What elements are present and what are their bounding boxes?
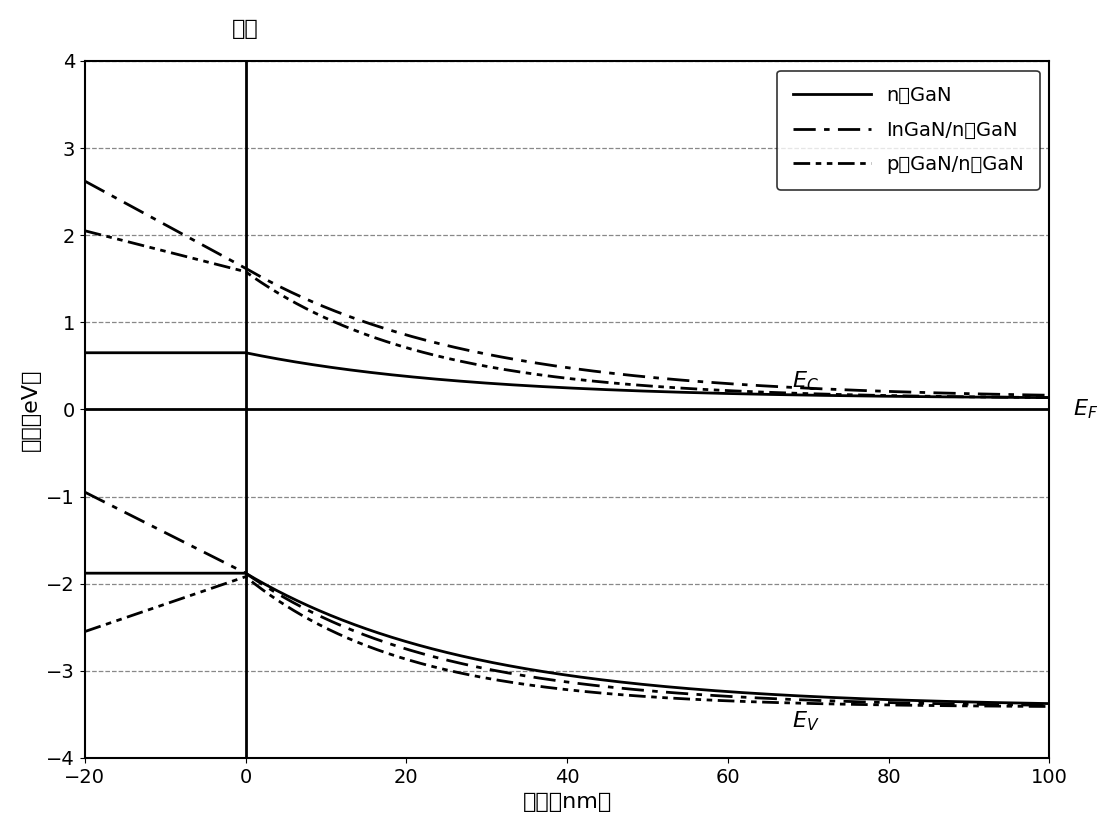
Text: $E_F$: $E_F$: [1073, 397, 1099, 421]
Text: 界面: 界面: [232, 19, 259, 39]
X-axis label: 深度（nm）: 深度（nm）: [523, 792, 612, 812]
Legend: n型GaN, InGaN/n型GaN, p型GaN/n型GaN: n型GaN, InGaN/n型GaN, p型GaN/n型GaN: [777, 71, 1040, 190]
Y-axis label: 能量（eV）: 能量（eV）: [21, 368, 41, 451]
Text: $E_C$: $E_C$: [792, 370, 819, 393]
Text: $E_V$: $E_V$: [792, 710, 820, 733]
